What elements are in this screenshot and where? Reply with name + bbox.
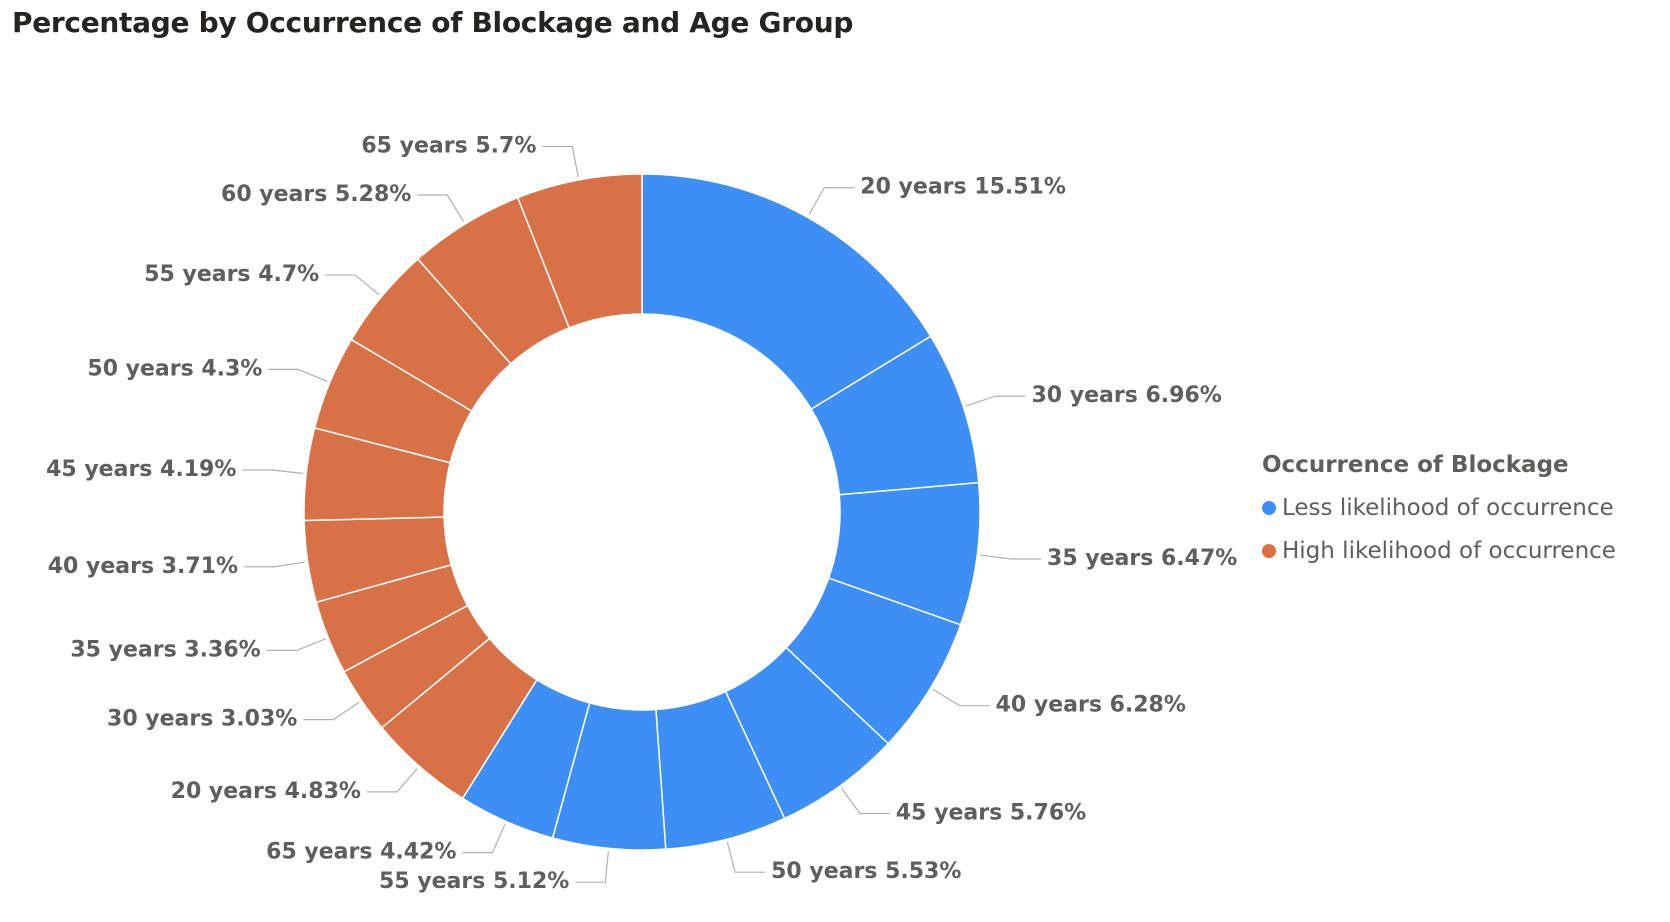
data-label-less-50-years: 50 years 5.53% — [771, 859, 961, 884]
data-label-high-50-years: 50 years 4.3% — [87, 356, 262, 381]
chart-title: Percentage by Occurrence of Blockage and… — [12, 6, 854, 39]
legend-label-high-likelihood: High likelihood of occurrence — [1282, 537, 1616, 564]
slice-less-20-years[interactable] — [641, 173, 932, 411]
leader-line-high-35-years — [266, 638, 326, 651]
data-label-high-30-years: 30 years 3.03% — [107, 707, 297, 732]
data-label-high-55-years: 55 years 4.7% — [144, 262, 319, 287]
data-label-less-20-years: 20 years 15.51% — [860, 175, 1066, 200]
data-label-less-35-years: 35 years 6.47% — [1047, 546, 1237, 571]
leader-line-high-40-years — [244, 561, 305, 568]
data-label-less-30-years: 30 years 6.96% — [1031, 383, 1221, 408]
leader-line-less-20-years — [808, 187, 855, 216]
slice-high-65-years[interactable] — [516, 173, 643, 329]
legend-label-less-likelihood: Less likelihood of occurrence — [1282, 494, 1614, 521]
data-label-high-40-years: 40 years 3.71% — [48, 554, 238, 579]
donut-slices — [303, 173, 981, 851]
legend-marker-less-likelihood — [1262, 500, 1276, 515]
legend-item-less-likelihood[interactable]: Less likelihood of occurrence — [1262, 486, 1616, 529]
leader-line-less-30-years — [965, 395, 1026, 407]
leader-line-high-20-years — [366, 768, 418, 793]
leader-line-less-45-years — [841, 788, 890, 815]
data-label-less-65-years: 65 years 4.42% — [266, 840, 456, 865]
leader-line-high-45-years — [242, 469, 304, 475]
data-label-less-40-years: 40 years 6.28% — [996, 693, 1186, 718]
leader-lines — [242, 145, 1042, 883]
leader-line-high-65-years — [542, 145, 579, 178]
legend-title: Occurrence of Blockage — [1262, 452, 1569, 478]
leader-line-high-30-years — [303, 701, 360, 721]
leader-line-high-60-years — [417, 194, 465, 222]
data-label-high-35-years: 35 years 3.36% — [70, 637, 260, 662]
leader-line-less-50-years — [726, 842, 766, 873]
leader-line-less-65-years — [462, 823, 506, 854]
data-label-less-45-years: 45 years 5.76% — [896, 801, 1086, 826]
legend-marker-high-likelihood — [1262, 543, 1276, 558]
leader-line-less-55-years — [575, 851, 609, 883]
data-labels: 20 years 15.51% 30 years 6.96% 35 years 6.… — [46, 134, 1237, 895]
leader-line-high-50-years — [268, 368, 328, 382]
data-label-less-55-years: 55 years 5.12% — [379, 869, 569, 894]
data-label-high-65-years: 65 years 5.7% — [361, 134, 536, 159]
data-label-high-20-years: 20 years 4.83% — [171, 779, 361, 804]
leader-line-less-40-years — [932, 689, 990, 707]
legend-item-high-likelihood[interactable]: High likelihood of occurrence — [1262, 529, 1616, 572]
leader-line-high-55-years — [325, 274, 380, 296]
leader-line-less-35-years — [980, 554, 1042, 560]
data-label-high-60-years: 60 years 5.28% — [221, 182, 411, 207]
data-label-high-45-years: 45 years 4.19% — [46, 457, 236, 482]
legend: Occurrence of Blockage Less likelihood o… — [1262, 452, 1616, 572]
